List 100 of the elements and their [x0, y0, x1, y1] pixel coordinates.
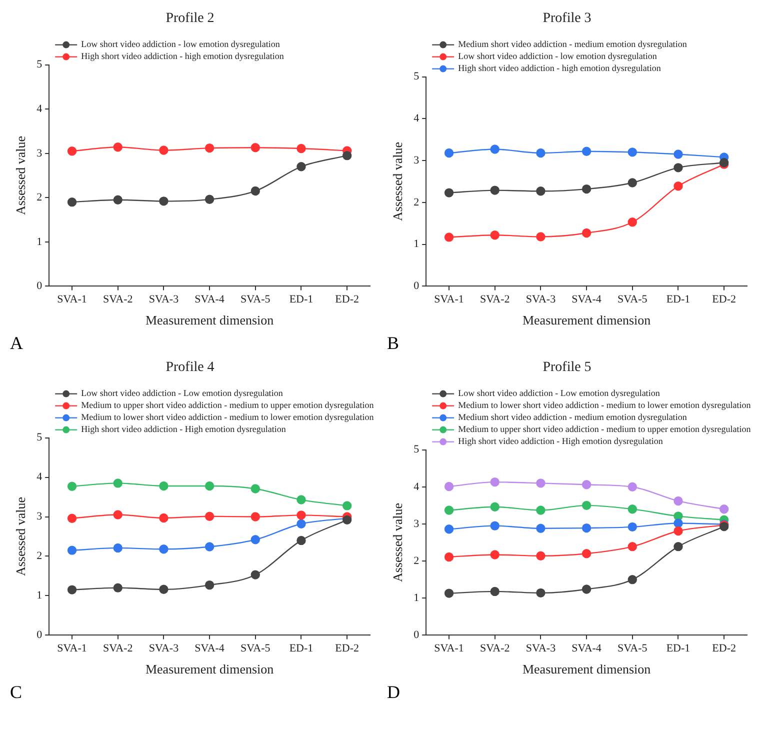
point — [674, 518, 683, 528]
x-tick-label: SVA-4 — [572, 642, 602, 655]
point — [67, 146, 77, 156]
x-tick-label: ED-2 — [335, 294, 359, 306]
legend-label: Medium to lower short video addiction - medium to lower emotion dysregulation — [81, 412, 374, 422]
point — [204, 194, 214, 204]
point — [296, 519, 306, 528]
y-tick-label: 4 — [36, 471, 43, 484]
point — [67, 482, 77, 491]
point — [159, 513, 168, 523]
point — [444, 552, 454, 562]
y-tick-label: 0 — [414, 280, 420, 292]
y-tick-label: 5 — [36, 58, 43, 71]
point — [342, 501, 352, 510]
point — [204, 481, 214, 491]
point — [674, 150, 683, 159]
point — [628, 542, 637, 552]
y-tick-label: 0 — [414, 629, 420, 642]
point — [444, 148, 454, 158]
point — [113, 478, 122, 488]
point — [719, 504, 729, 514]
x-tick-label: ED-2 — [335, 642, 359, 655]
point — [250, 535, 260, 544]
y-tick-label: 0 — [36, 629, 43, 642]
point — [250, 512, 260, 522]
point — [296, 162, 306, 172]
x-tick-label: SVA-2 — [102, 642, 133, 655]
chart-title: Profile 4 — [166, 360, 214, 376]
point — [113, 510, 122, 520]
point — [628, 522, 637, 532]
x-axis-title: Measurement dimension — [522, 662, 652, 677]
x-tick-label: ED-2 — [712, 294, 736, 306]
point — [250, 186, 260, 196]
legend-label: High short video addiction - High emotion dysregulation — [81, 424, 286, 434]
y-tick-label: 2 — [414, 196, 420, 208]
point — [628, 178, 637, 188]
x-tick-label: SVA-2 — [102, 294, 133, 306]
point — [582, 584, 592, 594]
y-tick-label: 5 — [36, 432, 43, 444]
y-tick-label: 3 — [414, 518, 420, 530]
point — [582, 184, 592, 194]
point — [490, 550, 500, 560]
point — [159, 544, 168, 554]
point — [490, 144, 500, 154]
point — [444, 588, 454, 598]
point — [296, 510, 306, 520]
x-tick-label: ED-2 — [712, 642, 736, 655]
point — [490, 586, 500, 596]
point — [536, 148, 546, 158]
point — [582, 146, 592, 156]
x-tick-label: SVA-4 — [194, 294, 225, 306]
point — [159, 196, 168, 206]
legend-label: Low short video addiction - low emotion dysregulation — [458, 51, 658, 62]
text: A — [9, 333, 24, 355]
point — [113, 195, 122, 204]
point — [250, 484, 260, 494]
x-tick-label: SVA-3 — [148, 294, 180, 306]
y-tick-label: 3 — [414, 154, 420, 166]
point — [67, 546, 77, 555]
y-tick-label: 1 — [414, 592, 420, 604]
point — [113, 543, 122, 553]
point — [159, 584, 168, 594]
y-tick-label: 1 — [36, 590, 42, 602]
y-tick-label: 1 — [414, 238, 420, 250]
legend-label: Low short video addiction - Low emotion dysregulation — [458, 388, 660, 398]
point — [296, 495, 306, 504]
point — [490, 477, 500, 487]
x-tick-label: SVA-3 — [526, 642, 556, 655]
point — [444, 506, 454, 515]
y-tick-label: 4 — [414, 112, 420, 125]
y-axis-title: Assessed value — [390, 142, 406, 222]
y-axis-title: Assessed value — [13, 496, 28, 576]
x-tick-label: ED-1 — [666, 642, 690, 655]
x-tick-label: SVA-5 — [240, 642, 271, 655]
point — [204, 542, 214, 552]
point — [67, 197, 77, 207]
x-tick-label: SVA-2 — [480, 642, 510, 655]
legend-label: Medium short video addiction - medium emotion dysregulation — [458, 412, 688, 422]
point — [674, 182, 683, 191]
y-tick-label: 4 — [414, 480, 420, 493]
y-tick-label: 5 — [414, 70, 420, 83]
point — [444, 232, 454, 242]
point — [628, 218, 637, 227]
point — [250, 143, 260, 152]
point — [582, 500, 592, 510]
y-tick-label: 2 — [414, 554, 420, 567]
x-tick-label: SVA-4 — [194, 642, 225, 655]
point — [490, 230, 500, 240]
y-tick-label: 4 — [36, 102, 43, 115]
x-tick-label: SVA-2 — [480, 294, 510, 306]
legend-label: High short video addiction - high emotion dysregulation — [458, 63, 662, 74]
point — [444, 482, 454, 492]
chart-title: Profile 3 — [542, 11, 592, 26]
x-tick-label: SVA-5 — [240, 294, 271, 306]
y-tick-label: 2 — [36, 550, 42, 562]
x-tick-label: ED-1 — [666, 294, 690, 306]
point — [204, 580, 214, 590]
point — [113, 583, 122, 592]
point — [536, 232, 546, 242]
text: D — [386, 682, 401, 704]
